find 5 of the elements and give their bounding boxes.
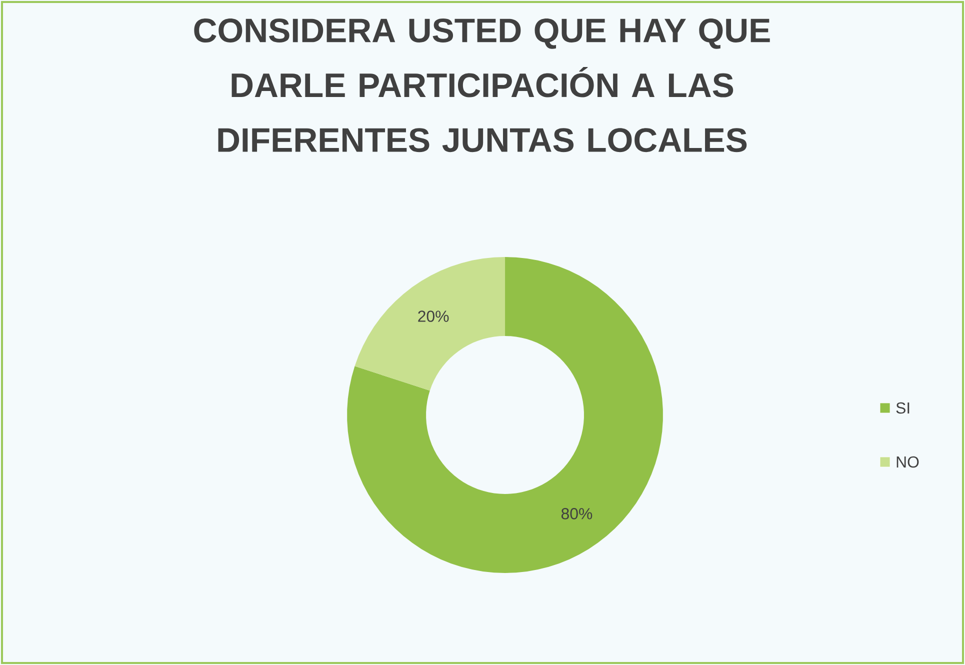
legend-label: NO — [896, 456, 919, 468]
data-label: 80% — [561, 508, 592, 520]
chart-title: CONSIDERA USTED QUE HAY QUE DARLE PARTICIPACIÓN A LAS DIFERENTES JUNTAS LOCALES — [194, 18, 770, 152]
data-label: 20% — [418, 310, 449, 322]
legend-label: SI — [896, 402, 910, 414]
